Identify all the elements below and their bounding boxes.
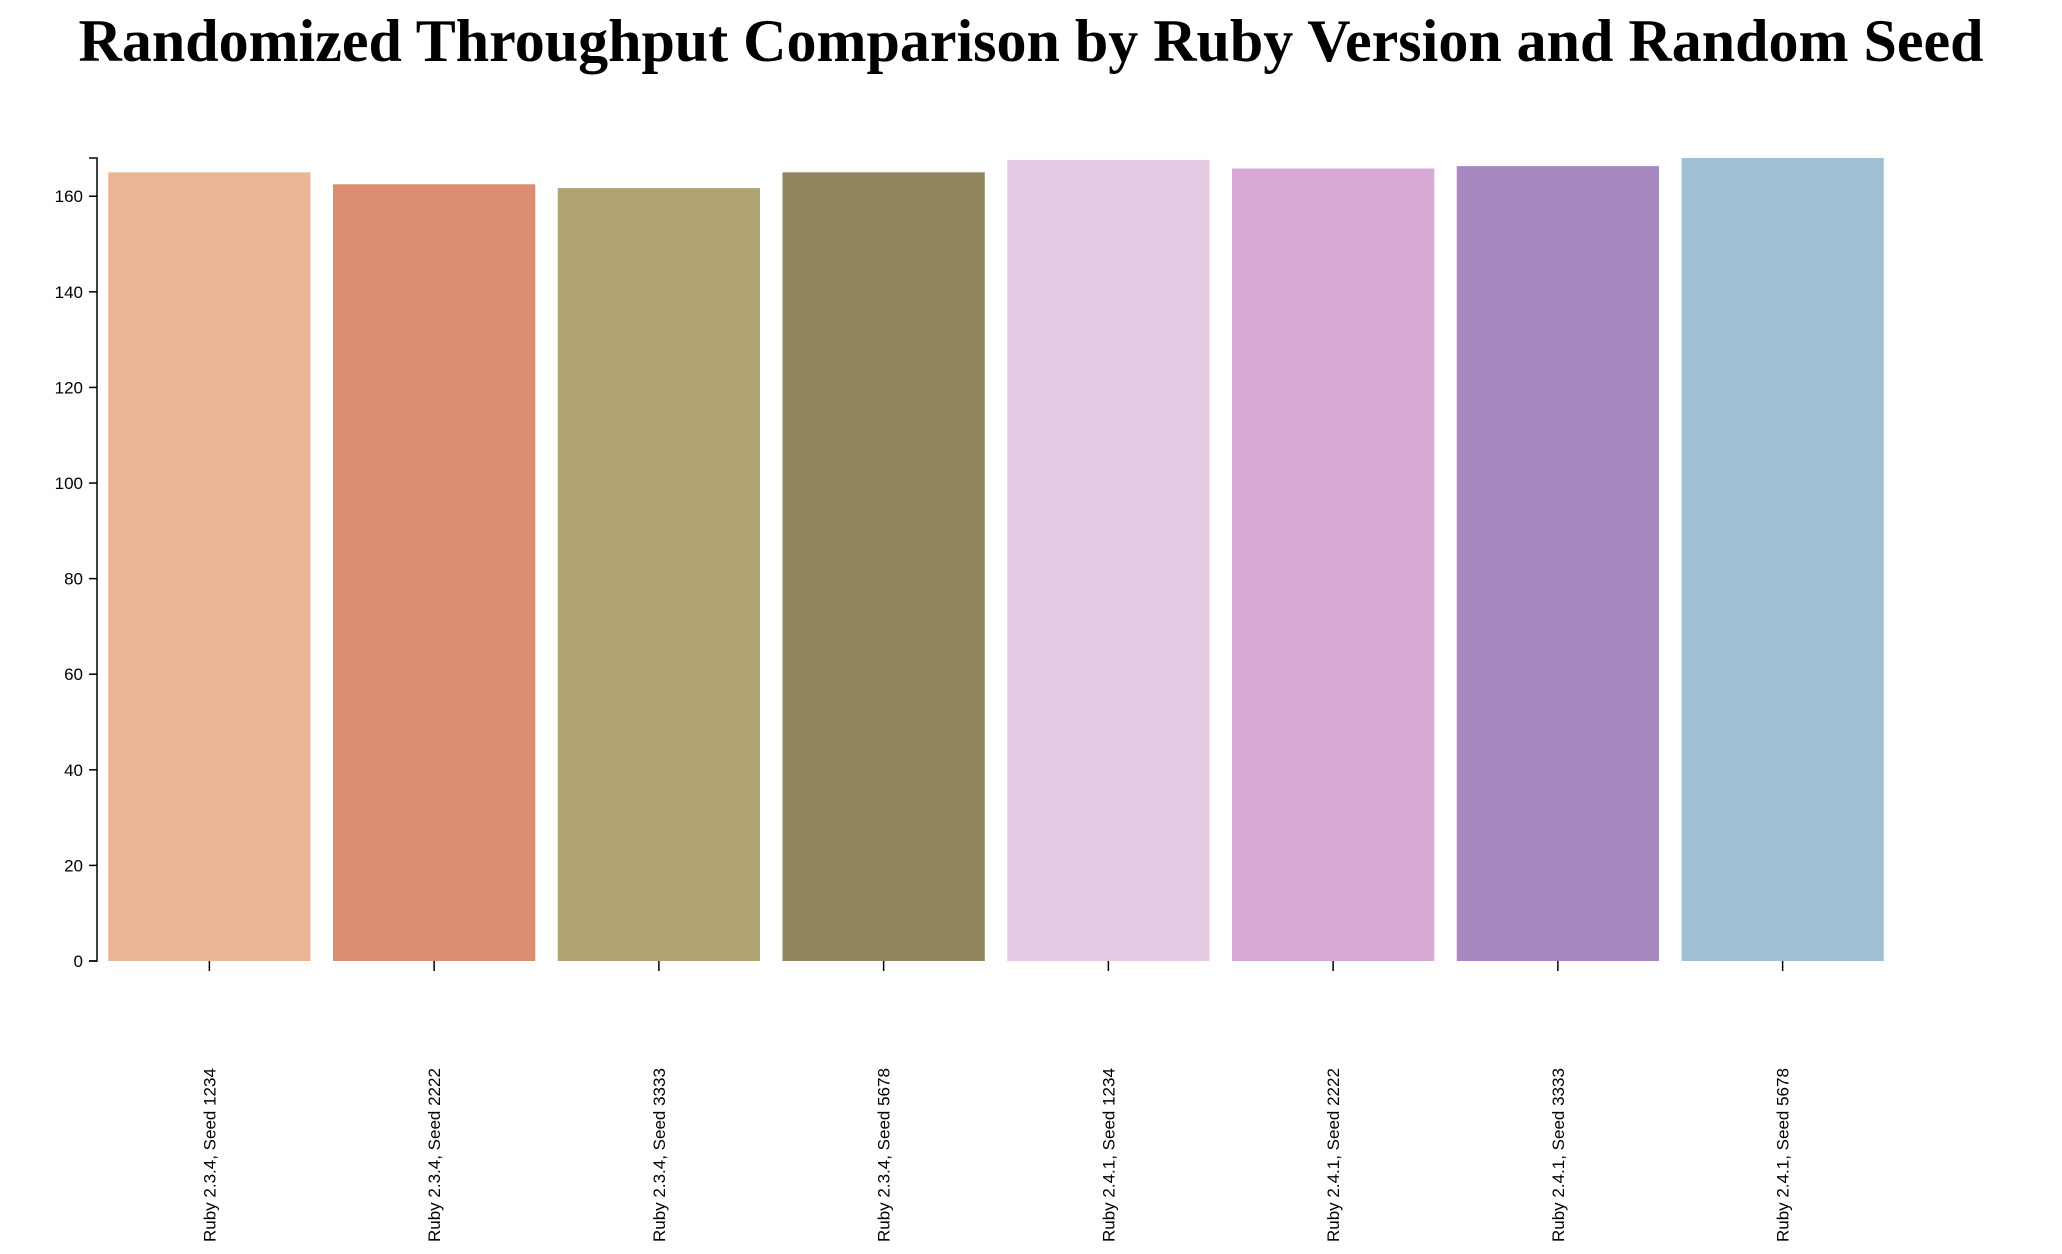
bar-2 (332, 184, 536, 962)
y-tick-label: 80 (64, 570, 83, 589)
y-tick-label: 20 (64, 856, 83, 875)
x-tick-label: Ruby 2.4.1, Seed 1234 (1099, 1068, 1118, 1242)
y-tick-label: 140 (55, 283, 83, 302)
x-tick-label: Ruby 2.3.4, Seed 2222 (425, 1068, 444, 1242)
bars-group (108, 158, 1884, 962)
bar-1 (108, 172, 311, 962)
y-tick-label: 40 (64, 761, 83, 780)
bar-7 (1456, 166, 1660, 961)
x-tick-label: Ruby 2.3.4, Seed 3333 (650, 1068, 669, 1242)
y-tick-label: 0 (74, 952, 83, 971)
x-tick-label: Ruby 2.4.1, Seed 3333 (1549, 1068, 1568, 1242)
y-axis: 0 20 40 60 80 100 120 140 160 (55, 157, 98, 971)
chart-title: Randomized Throughput Comparison by Ruby… (78, 8, 1984, 74)
y-tick-label: 60 (64, 665, 83, 684)
x-tick-label: Ruby 2.3.4, Seed 5678 (875, 1068, 894, 1242)
bar-5 (1007, 159, 1210, 961)
y-axis-line (89, 157, 98, 962)
y-tick-label: 100 (55, 474, 83, 493)
bar-3 (557, 188, 761, 962)
bar-4 (782, 172, 985, 962)
y-tick-label: 160 (55, 187, 83, 206)
x-axis: Ruby 2.3.4, Seed 1234 Ruby 2.3.4, Seed 22… (200, 961, 1793, 1242)
bar-6 (1231, 168, 1435, 961)
x-tick-label: Ruby 2.4.1, Seed 5678 (1774, 1068, 1793, 1242)
x-tick-label: Ruby 2.3.4, Seed 1234 (200, 1068, 219, 1242)
y-tick-label: 120 (55, 378, 83, 397)
x-tick-label: Ruby 2.4.1, Seed 2222 (1324, 1068, 1343, 1242)
bar-8 (1681, 158, 1884, 961)
